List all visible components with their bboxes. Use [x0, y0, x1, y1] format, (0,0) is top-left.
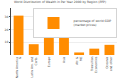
- svg-text:North America&: North America&: [15, 56, 23, 78]
- svg-text:TransitionEconomies: TransitionEconomies: [90, 56, 98, 73]
- svg-text:Europe: Europe: [47, 56, 51, 67]
- svg-text:Afr. &ME: Afr. &ME: [75, 56, 83, 65]
- svg-text:Asia: Asia: [62, 56, 66, 62]
- svg-text:World Distribution of Wealth i: World Distribution of Wealth in Per Year…: [14, 0, 106, 4]
- svg-text:Latin Am. andCarib.: Latin Am. andCarib.: [30, 57, 38, 78]
- svg-text:Oceaniaand other: Oceaniaand other: [105, 56, 113, 71]
- svg-text:10: 10: [5, 40, 9, 44]
- svg-text:20: 20: [5, 28, 9, 32]
- svg-text:30: 30: [5, 15, 9, 19]
- svg-text:percentage of world GDP(market: percentage of world GDP(market prices): [74, 19, 112, 27]
